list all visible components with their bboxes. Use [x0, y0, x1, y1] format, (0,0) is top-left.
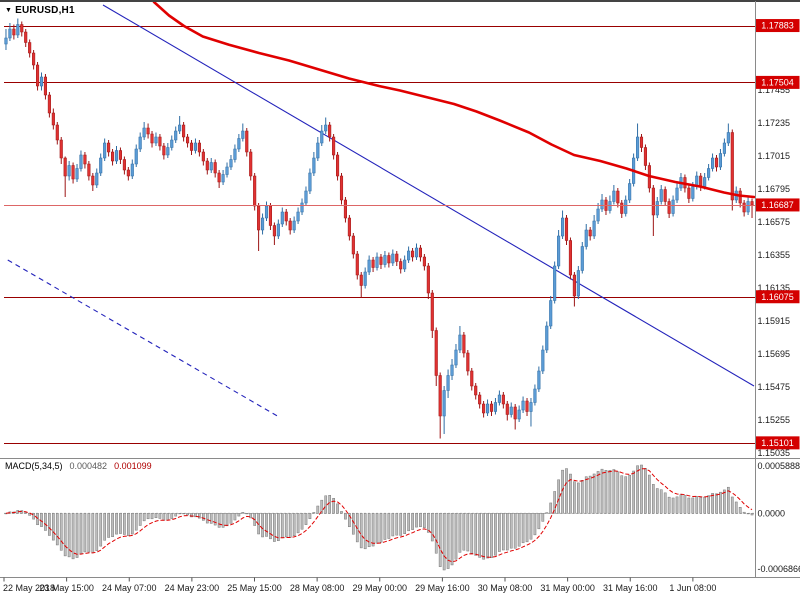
macd-indicator-label: MACD(5,34,5) 0.000482 0.001099 — [5, 461, 152, 471]
time-tick-label: 24 May 23:00 — [165, 583, 220, 593]
time-tick-label: 23 May 15:00 — [39, 583, 94, 593]
macd-histogram — [5, 465, 753, 570]
time-tick-label: 31 May 16:00 — [603, 583, 658, 593]
chart-frame — [0, 1, 800, 578]
svg-text:1.17504: 1.17504 — [761, 77, 794, 87]
support-resistance-lines — [4, 27, 755, 444]
time-tick-label: 24 May 07:00 — [102, 583, 157, 593]
price-tick-label: 1.15915 — [758, 316, 791, 326]
time-tick-label: 25 May 15:00 — [227, 583, 282, 593]
price-tick-label: 1.16355 — [758, 250, 791, 260]
price-tick-label: 1.16795 — [758, 184, 791, 194]
ma-line[interactable] — [154, 2, 754, 197]
time-tick-label: 1 Jun 08:00 — [669, 583, 716, 593]
moving-average-line — [154, 2, 754, 197]
price-badge: 1.17504 — [756, 76, 800, 89]
macd-name-text: MACD(5,34,5) — [5, 461, 63, 471]
price-tick-label: 1.16575 — [758, 217, 791, 227]
time-tick-label: 29 May 16:00 — [415, 583, 470, 593]
svg-text:1.15101: 1.15101 — [761, 438, 794, 448]
macd-signal-value: 0.001099 — [114, 461, 152, 471]
price-badge: 1.15101 — [756, 436, 800, 449]
price-tick-label: 1.17015 — [758, 151, 791, 161]
trendlines — [8, 5, 754, 418]
svg-text:1.16075: 1.16075 — [761, 292, 794, 302]
time-tick-label: 30 May 08:00 — [478, 583, 533, 593]
price-tick-label: 1.15695 — [758, 349, 791, 359]
price-tick-label: 1.17235 — [758, 118, 791, 128]
time-tick-label: 28 May 08:00 — [290, 583, 345, 593]
descending-trendline[interactable] — [103, 5, 754, 386]
candlestick-series — [5, 19, 754, 439]
symbol-label: ▼EURUSD,H1 — [5, 5, 75, 16]
signal-line — [6, 469, 752, 562]
price-axis[interactable]: 1.174551.172351.170151.167951.165751.163… — [758, 85, 791, 458]
macd-tick-label: 0.0000 — [758, 508, 786, 518]
svg-text:1.17883: 1.17883 — [761, 21, 794, 31]
time-tick-label: 31 May 00:00 — [540, 583, 595, 593]
price-tick-label: 1.15255 — [758, 415, 791, 425]
symbol-timeframe-text: EURUSD,H1 — [15, 5, 75, 16]
price-badge: 1.16687 — [756, 198, 800, 211]
price-badge: 1.17883 — [756, 19, 800, 32]
price-badge: 1.16075 — [756, 290, 800, 303]
macd-main-value: 0.000482 — [70, 461, 108, 471]
time-tick-label: 29 May 00:00 — [352, 583, 407, 593]
macd-tick-label: 0.0005888 — [758, 461, 800, 471]
price-tick-label: 1.15475 — [758, 382, 791, 392]
chart-dropdown-icon: ▼ — [5, 7, 12, 14]
svg-text:1.16687: 1.16687 — [761, 200, 794, 210]
macd-axis[interactable]: 0.0005888 0.0000 -0.0006866 — [758, 461, 800, 574]
macd-tick-label: -0.0006866 — [758, 564, 800, 574]
dashed-trendline[interactable] — [8, 260, 280, 418]
macd-signal-line — [6, 469, 752, 562]
